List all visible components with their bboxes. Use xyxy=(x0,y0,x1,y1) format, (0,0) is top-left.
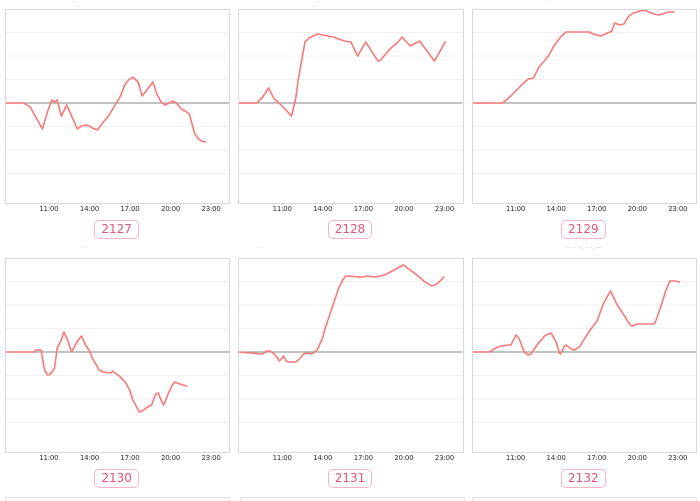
x-axis: 11:00 14:00 17:00 20:00 23:00 xyxy=(472,204,697,216)
chart-grid-row-2: · · 11:00 14:00 17:00 20:00 23:00 2130 · · 1… xyxy=(0,242,700,491)
x-axis-tick-label: 23:00 xyxy=(201,454,221,462)
x-axis: 11:00 14:00 17:00 20:00 23:00 xyxy=(5,453,230,465)
line-chart-2129 xyxy=(472,10,696,174)
badge-row: 2132 xyxy=(467,465,700,491)
chart-card-2130: · · 11:00 14:00 17:00 20:00 23:00 2130 xyxy=(0,242,233,491)
x-axis-tick-label: 14:00 xyxy=(546,205,566,213)
plot-area xyxy=(471,258,697,453)
x-axis-tick-label: 17:00 xyxy=(353,454,373,462)
next-row-chart-top-edge xyxy=(472,497,697,501)
chart-code-badge[interactable]: 2128 xyxy=(327,220,373,239)
chart-code-badge[interactable]: 2127 xyxy=(94,220,139,239)
x-axis-tick-label: 23:00 xyxy=(668,454,688,462)
chart-title-fragment: ···· ·· ··, ·· ··, ···· xyxy=(565,245,603,251)
line-chart-2132 xyxy=(472,280,696,423)
x-axis-tick-label: 20:00 xyxy=(627,205,647,213)
x-axis: 11:00 14:00 17:00 20:00 23:00 xyxy=(5,204,230,216)
chart-grid-row-1: · · 11:00 14:00 17:00 20:00 23:00 2127 · · 1… xyxy=(0,0,700,242)
chart-title-fragment: · · xyxy=(72,0,77,5)
line-chart-2131 xyxy=(239,264,463,423)
line-chart-2130 xyxy=(6,281,230,423)
x-axis-tick-label: 11:00 xyxy=(39,454,59,462)
x-axis-tick-label: 23:00 xyxy=(434,454,455,462)
chart-code-badge[interactable]: 2132 xyxy=(561,469,606,488)
plot-area xyxy=(471,9,697,204)
badge-row: 2128 xyxy=(233,216,466,242)
plot-area xyxy=(5,9,231,204)
plot-area xyxy=(238,9,464,204)
x-axis-tick-label: 14:00 xyxy=(79,205,99,213)
chart-card-2127: · · 11:00 14:00 17:00 20:00 23:00 2127 xyxy=(0,0,233,242)
chart-card-2128: · · 11:00 14:00 17:00 20:00 23:00 2128 xyxy=(233,0,466,242)
x-axis-tick-label: 17:00 xyxy=(587,454,607,462)
x-axis-tick-label: 23:00 xyxy=(434,205,455,213)
next-row-chart-top-edge xyxy=(240,497,465,501)
chart-card-2131: · · 11:00 14:00 17:00 20:00 23:00 2131 xyxy=(233,242,466,491)
x-axis: 11:00 14:00 17:00 20:00 23:00 xyxy=(238,453,463,465)
line-chart-2128 xyxy=(239,32,463,174)
plot-area xyxy=(238,258,464,453)
x-axis-tick-label: 17:00 xyxy=(587,205,607,213)
x-axis-tick-label: 11:00 xyxy=(505,205,526,213)
x-axis-tick-label: 14:00 xyxy=(313,454,333,462)
badge-row: 2130 xyxy=(0,465,233,491)
badge-row: 2129 xyxy=(467,216,700,242)
x-axis-tick-label: 11:00 xyxy=(272,454,292,462)
x-axis-tick-label: 14:00 xyxy=(313,205,333,213)
badge-row: 2127 xyxy=(0,216,233,242)
x-axis-tick-label: 20:00 xyxy=(394,205,414,213)
x-axis-tick-label: 23:00 xyxy=(668,205,688,213)
x-axis-tick-label: 17:00 xyxy=(120,454,140,462)
badge-row: 2131 xyxy=(233,465,466,491)
x-axis: 11:00 14:00 17:00 20:00 23:00 xyxy=(472,453,697,465)
line-chart-2127 xyxy=(6,32,230,174)
x-axis-tick-label: 11:00 xyxy=(505,454,526,462)
x-axis-tick-label: 17:00 xyxy=(353,205,373,213)
x-axis-tick-label: 23:00 xyxy=(201,205,221,213)
chart-title-fragment: · · xyxy=(544,0,550,5)
chart-code-badge[interactable]: 2131 xyxy=(327,469,373,488)
chart-card-2129: · · 11:00 14:00 17:00 20:00 23:00 2129 xyxy=(467,0,700,242)
x-axis-tick-label: 20:00 xyxy=(160,205,181,213)
x-axis-tick-label: 20:00 xyxy=(627,454,647,462)
x-axis-tick-label: 20:00 xyxy=(160,454,181,462)
chart-card-2132: ···· ·· ··, ·· ··, ···· 11:00 14:00 17:00 2… xyxy=(467,242,700,491)
chart-code-badge[interactable]: 2130 xyxy=(94,469,139,488)
next-row-chart-top-edge xyxy=(5,497,230,501)
x-axis-tick-label: 14:00 xyxy=(79,454,99,462)
chart-title-fragment: · · xyxy=(315,0,321,5)
chart-code-badge[interactable]: 2129 xyxy=(561,220,606,239)
chart-title-fragment: · · xyxy=(82,245,87,251)
x-axis-tick-label: 17:00 xyxy=(120,205,140,213)
plot-area xyxy=(5,258,231,453)
x-axis: 11:00 14:00 17:00 20:00 23:00 xyxy=(238,204,463,216)
x-axis-tick-label: 20:00 xyxy=(394,454,414,462)
x-axis-tick-label: 11:00 xyxy=(272,205,292,213)
x-axis-tick-label: 11:00 xyxy=(39,205,59,213)
x-axis-tick-label: 14:00 xyxy=(546,454,566,462)
chart-title-fragment: · · xyxy=(258,245,264,251)
